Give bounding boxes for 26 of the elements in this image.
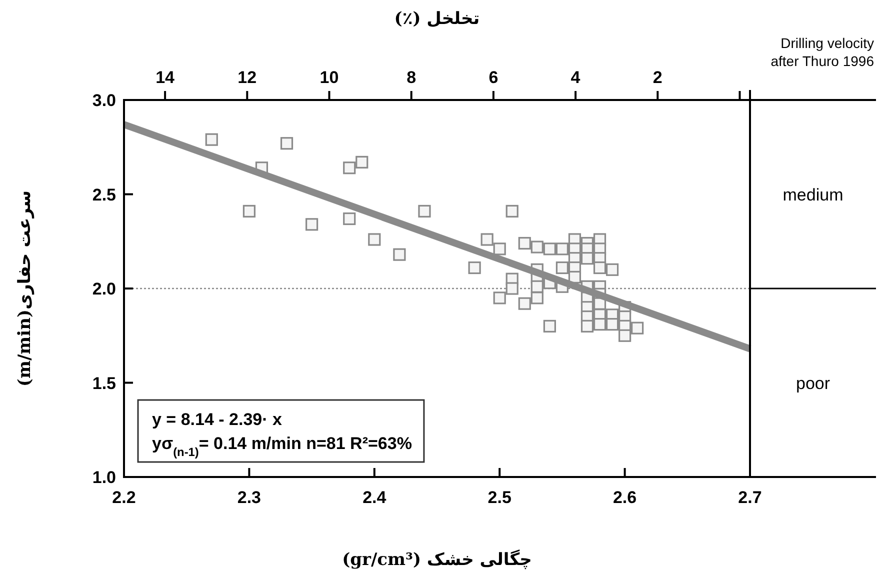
text: medium (782, 185, 844, 204)
x2-axis-title: تخلخل (٪) (394, 9, 480, 29)
text: poor (796, 374, 830, 393)
x-tick-label: 2.7 (738, 488, 762, 507)
x-tick-label: 2.5 (488, 488, 512, 507)
y-tick-label: 3.0 (92, 91, 116, 110)
y-tick-label: 1.5 (92, 374, 116, 393)
x2-tick-label: 8 (406, 68, 416, 87)
y-tick-label: 1.0 (92, 468, 116, 487)
x2-tick-label: 12 (238, 68, 257, 87)
annotation: yσ$_{(n-1)}$= 0.14 m/min n=81 R²=63% (152, 434, 412, 459)
x2-tick-label: 10 (320, 68, 339, 87)
x2-tick-label: 2 (652, 68, 662, 87)
x2-tick-label: 4 (570, 68, 581, 87)
annotation: y = 8.14 - 2.39· x (152, 410, 282, 429)
y-tick-label: 2.5 (92, 185, 116, 204)
y-tick-label: 2.0 (92, 280, 116, 298)
text: Drilling velocity after Thuro 1996 (770, 35, 874, 69)
x-tick-label: 2.6 (612, 488, 637, 507)
x2-tick-label: 6 (488, 68, 498, 87)
y-axis-title: سرعت حفاری(m/min) (15, 190, 35, 387)
x-axis-title: چگالی خشک (gr/cm³) (342, 549, 532, 570)
x2-tick-label: 14 (156, 68, 176, 87)
x-tick-label: 2.4 (362, 488, 387, 507)
x-tick-label: 2.2 (112, 488, 136, 507)
x-tick-label: 2.3 (237, 488, 262, 507)
